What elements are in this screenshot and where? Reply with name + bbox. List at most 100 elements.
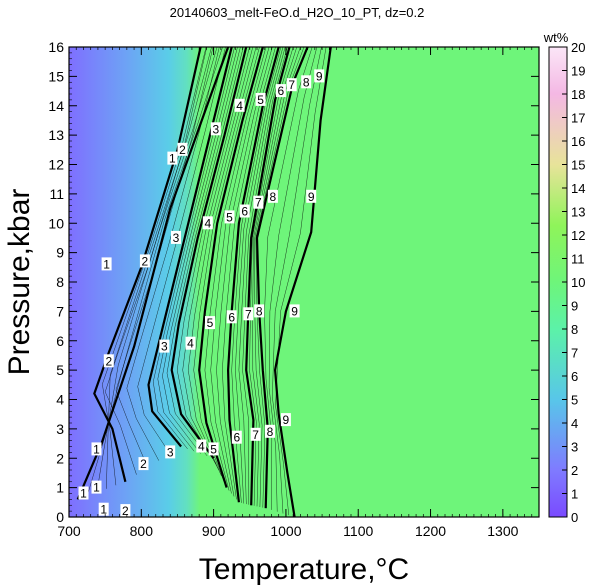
contour-label: 2 — [103, 354, 114, 368]
contour-label: 1 — [167, 151, 178, 166]
contour-label-text: 6 — [233, 431, 240, 445]
contour-label-box — [253, 195, 264, 209]
contour-label: 3 — [165, 445, 176, 459]
fine-contour — [238, 47, 286, 505]
chart-title: 20140603_melt-FeO.d_H2O_10_PT, dz=0.2 — [170, 5, 425, 20]
contour-label: 8 — [254, 304, 265, 318]
contour-label-box — [165, 445, 176, 459]
y-axis-label: Pressure,kbar — [3, 189, 36, 376]
y-tick-label: 7 — [56, 303, 64, 319]
colorbar-tick-label: 11 — [571, 252, 585, 267]
y-tick-label: 9 — [56, 245, 64, 261]
fine-contour — [204, 47, 267, 491]
contour-label: 5 — [255, 92, 266, 107]
contour-label-box — [254, 304, 265, 318]
contour-label-text: 8 — [267, 425, 274, 439]
contour-label-text: 2 — [105, 354, 112, 368]
contour-label-text: 6 — [241, 205, 248, 219]
contour-label-text: 1 — [169, 152, 176, 166]
contour-label-text: 1 — [103, 257, 110, 271]
fine-contour — [216, 47, 273, 497]
colorbar-tick-label: 0 — [571, 510, 578, 525]
fine-contour — [193, 47, 260, 482]
x-axis-label: Temperature,°C — [199, 553, 409, 586]
y-tick-label: 11 — [49, 186, 64, 202]
contour-label-text: 1 — [100, 503, 107, 517]
contour-label: 7 — [243, 307, 254, 321]
contour-label: 5 — [208, 442, 219, 456]
colorbar-tick-label: 19 — [571, 64, 585, 79]
colorbar-tick-label: 14 — [571, 181, 585, 196]
contour-label-box — [205, 316, 215, 330]
contour-label: 6 — [275, 84, 286, 98]
contour-label-text: 4 — [187, 337, 194, 351]
y-tick-label: 12 — [48, 157, 64, 173]
contour-label-box — [78, 486, 89, 500]
y-tick-label: 14 — [48, 98, 64, 114]
colorbar-tick-label: 6 — [571, 369, 578, 384]
contour-level-9 — [273, 47, 332, 517]
contour-label-box — [224, 210, 235, 224]
contour-label: 2 — [120, 504, 131, 517]
fine-contour — [210, 47, 270, 494]
contour-label-box — [177, 142, 188, 156]
colorbar-tick-label: 7 — [571, 346, 578, 361]
contour-label: 5 — [224, 210, 235, 224]
y-tick-label: 16 — [48, 39, 64, 55]
fine-contour — [115, 47, 214, 468]
contour-label: 1 — [98, 502, 109, 517]
contour-label-text: 1 — [93, 481, 100, 495]
x-tick-label: 1100 — [343, 523, 373, 539]
contour-label-box — [167, 151, 178, 165]
contour-label: 3 — [210, 122, 221, 136]
contour-label-text: 6 — [228, 310, 235, 324]
colorbar-tick-label: 10 — [571, 275, 585, 290]
colorbar-tick-label: 16 — [571, 134, 585, 149]
contour-label-text: 1 — [80, 487, 87, 501]
contour-label: 9 — [289, 304, 300, 318]
contour-label-text: 3 — [212, 122, 219, 136]
contour-label: 6 — [239, 204, 250, 219]
contour-label: 1 — [78, 486, 89, 501]
contour-label: 5 — [205, 316, 215, 330]
contour-label: 4 — [202, 216, 213, 230]
contour-label: 6 — [231, 430, 242, 445]
contour-label-text: 5 — [210, 442, 217, 456]
contour-label-text: 1 — [93, 442, 100, 456]
contour-label-text: 9 — [283, 413, 290, 427]
contour-label: 4 — [196, 439, 207, 454]
contour-label: 9 — [314, 69, 325, 83]
contour-label-box — [306, 189, 317, 203]
contour-level-5 — [198, 47, 264, 488]
contour-label: 8 — [265, 424, 275, 439]
contour-label-text: 7 — [252, 428, 259, 442]
x-tick-label: 1300 — [487, 523, 518, 539]
contour-label-box — [91, 442, 102, 456]
y-tick-label: 2 — [56, 450, 64, 466]
contour-label-text: 4 — [236, 99, 243, 113]
colorbar-tick-label: 15 — [571, 158, 585, 173]
y-tick-label: 10 — [48, 215, 64, 231]
contour-label-box — [171, 230, 181, 244]
x-tick-label: 1000 — [270, 523, 301, 539]
contour-label-box — [267, 189, 278, 203]
contour-label-text: 6 — [278, 84, 285, 98]
contour-label-text: 8 — [256, 304, 263, 318]
contour-label: 3 — [159, 339, 170, 354]
fine-contour — [102, 47, 207, 486]
contour-label-box — [301, 75, 312, 89]
contour-label-text: 7 — [255, 196, 262, 210]
contour-label-box — [231, 430, 242, 444]
contour-label-box — [98, 502, 109, 516]
y-tick-label: 13 — [48, 127, 64, 143]
contour-label-text: 3 — [173, 231, 180, 245]
contour-label: 2 — [138, 457, 149, 471]
colorbar-tick-label: 18 — [571, 87, 585, 102]
colorbar-tick-label: 9 — [571, 299, 578, 314]
